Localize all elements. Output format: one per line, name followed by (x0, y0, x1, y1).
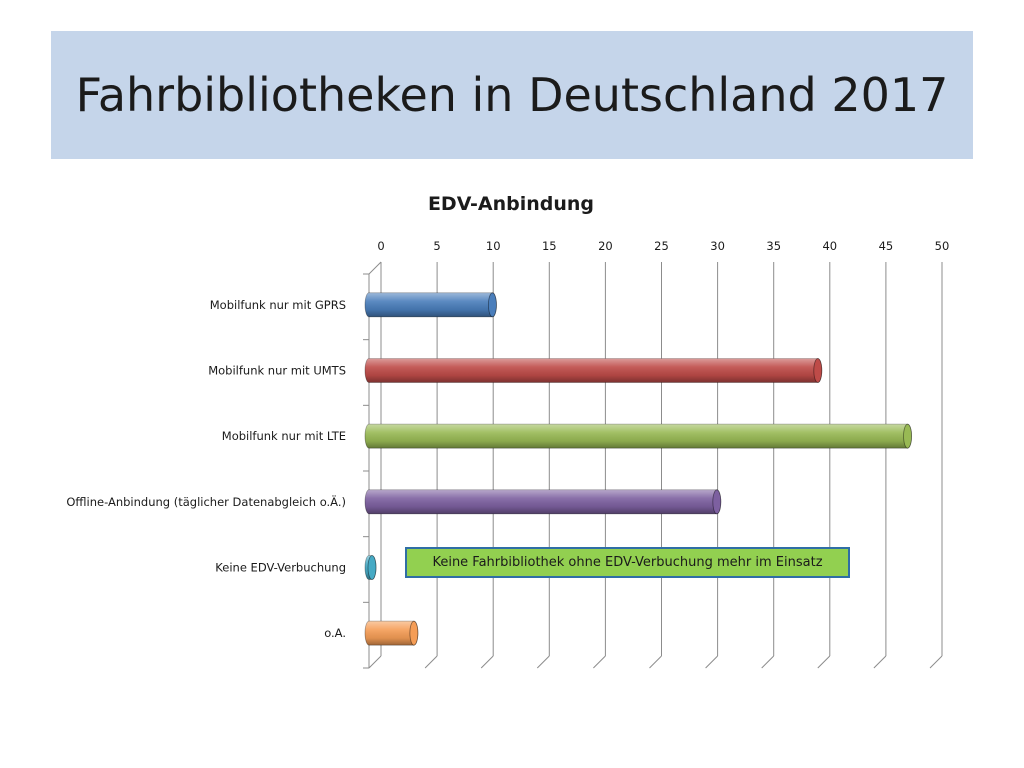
gridline-slant (536, 655, 550, 669)
gridline-slant (929, 655, 943, 669)
bar-cap (409, 620, 419, 646)
x-tick-label: 40 (822, 239, 837, 253)
bar (364, 292, 497, 318)
bar (364, 555, 377, 580)
bar (364, 358, 823, 383)
bar-shading (365, 292, 497, 317)
chart-title: EDV-Anbindung (427, 193, 595, 215)
gridline-slant (593, 655, 606, 669)
x-tick-label: 20 (598, 239, 613, 253)
bar (364, 423, 912, 449)
category-label: Mobilfunk nur mit LTE (222, 429, 346, 443)
x-tick-label: 30 (710, 239, 725, 253)
gridline-slant (817, 655, 831, 669)
bar (364, 620, 419, 646)
slide-title: Fahrbibliotheken in Deutschland 2017 (75, 68, 949, 122)
axis-corner (368, 261, 382, 275)
gridline-slant (873, 655, 887, 669)
gridlines (363, 261, 943, 669)
category-label: Offline-Anbindung (täglicher Datenabglei… (66, 494, 346, 509)
gridline-slant (705, 655, 718, 669)
category-label: Mobilfunk nur mit GPRS (210, 298, 346, 312)
x-tick-label: 15 (542, 239, 557, 253)
slide-title-banner: Fahrbibliotheken in Deutschland 2017 (51, 31, 973, 159)
x-tick-label: 50 (935, 239, 950, 253)
gridline-slant (368, 655, 382, 669)
x-tick-label: 45 (879, 239, 894, 253)
x-tick-label: 10 (486, 239, 501, 253)
bar-cap (903, 423, 912, 449)
bar-cap (488, 292, 497, 318)
category-label: o.A. (324, 626, 346, 640)
bar-cap (367, 555, 377, 580)
gridline-slant (424, 655, 438, 669)
x-tick-label: 35 (766, 239, 781, 253)
bar-shading (365, 358, 822, 383)
gridline-slant (761, 655, 775, 669)
gridline-slant (480, 655, 494, 669)
category-label: Mobilfunk nur mit UMTS (208, 364, 346, 378)
bar-cap (813, 358, 823, 383)
x-tick-label: 5 (433, 239, 440, 253)
x-axis-ticks: 0 5 10 15 20 25 30 35 40 45 50 (377, 239, 949, 253)
gridline-slant (649, 655, 662, 669)
annotation-callout: Keine Fahrbibliothek ohne EDV-Verbuchung… (405, 547, 850, 578)
bar-shading (365, 489, 721, 514)
x-tick-label: 0 (377, 239, 384, 253)
bars (364, 292, 912, 646)
bar-cap (712, 489, 722, 515)
bar-shading (365, 621, 418, 646)
category-label: Keine EDV-Verbuchung (215, 561, 346, 575)
x-tick-label: 25 (654, 239, 669, 253)
category-labels: Mobilfunk nur mit GPRS Mobilfunk nur mit … (66, 298, 346, 640)
bar (364, 489, 722, 515)
bar-shading (365, 424, 912, 449)
